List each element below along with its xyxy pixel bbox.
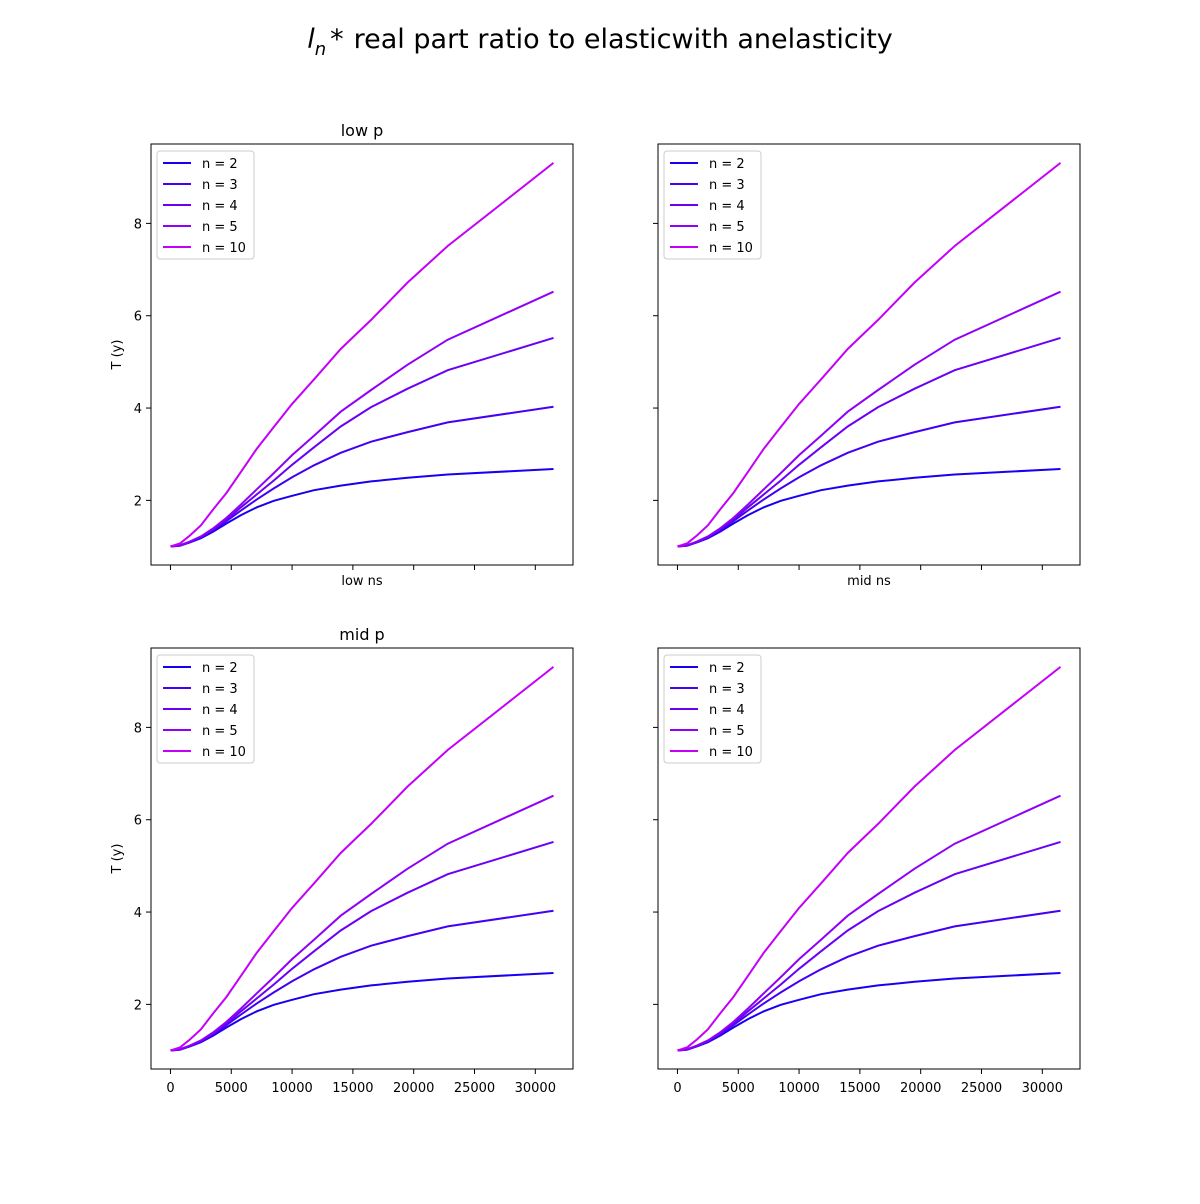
subplot-3: 0 5000 10000 15000 20000 25000 30000 2 4 6 8 mid p T… — [110, 625, 574, 1096]
legend-entry: n = 3 — [202, 178, 238, 193]
y-tick-label: 6 — [134, 310, 142, 325]
legend-entry: n = 5 — [202, 220, 238, 235]
legend-entry: n = 4 — [709, 703, 745, 718]
x-tick-label: 30000 — [1022, 1081, 1063, 1096]
subplot-title: low p — [341, 121, 384, 140]
x-tick-label: 20000 — [900, 1081, 941, 1096]
legend-entry: n = 10 — [202, 241, 246, 256]
y-tick-label: 4 — [134, 402, 142, 417]
legend-entry: n = 2 — [202, 661, 238, 676]
x-axis-label: low ns — [341, 574, 383, 589]
legend-entry: n = 4 — [202, 199, 238, 214]
legend-box — [156, 150, 255, 260]
y-tick-label: 6 — [134, 814, 142, 829]
x-axis-label: mid ns — [847, 574, 891, 589]
legend-entry: n = 2 — [709, 661, 745, 676]
subplot-grid: 2 4 6 8 low p low ns T (y) n = 2 n = 3 n = 4 n = 5… — [110, 121, 1081, 1096]
legend: n = 2 n = 3 n = 4 n = 5 n = 10 — [156, 654, 255, 764]
series-line-n5 — [170, 794, 554, 1052]
subplot-title: mid p — [339, 625, 384, 644]
x-tick-label: 20000 — [393, 1081, 434, 1096]
x-tick-label: 10000 — [778, 1081, 819, 1096]
x-tick-label: 15000 — [839, 1081, 880, 1096]
y-tick-label: 2 — [134, 998, 142, 1013]
x-tick-label: 30000 — [515, 1081, 556, 1096]
x-tick-label: 25000 — [454, 1081, 495, 1096]
x-tick-label: 0 — [673, 1081, 681, 1096]
x-tick-label: 25000 — [961, 1081, 1002, 1096]
x-tick-label: 5000 — [215, 1081, 248, 1096]
legend: n = 2 n = 3 n = 4 n = 5 n = 10 — [156, 150, 255, 260]
series-line-n5 — [677, 290, 1061, 548]
figure-title: ln * real part ratio to elasticwith anelas… — [307, 24, 893, 60]
plot-frame — [657, 647, 1081, 1070]
x-tick-label: 10000 — [271, 1081, 312, 1096]
subplot-4: 0 5000 10000 15000 20000 25000 30000 n = 2 n = 3… — [653, 647, 1081, 1096]
series-line-n10 — [170, 162, 555, 548]
legend-entry: n = 3 — [202, 682, 238, 697]
y-tick-label: 4 — [134, 906, 142, 921]
x-tick-label: 0 — [166, 1081, 174, 1096]
legend-entry: n = 10 — [202, 745, 246, 760]
legend-box — [663, 150, 762, 260]
legend-box — [663, 654, 762, 764]
legend-entry: n = 4 — [709, 199, 745, 214]
legend-entry: n = 5 — [202, 724, 238, 739]
series-line-n5 — [677, 794, 1061, 1052]
legend-entry: n = 5 — [709, 724, 745, 739]
y-axis-label: T (y) — [110, 340, 125, 371]
y-tick-label: 8 — [134, 721, 142, 736]
legend: n = 2 n = 3 n = 4 n = 5 n = 10 — [663, 150, 762, 260]
legend-entry: n = 10 — [709, 745, 753, 760]
series-line-n10 — [677, 666, 1062, 1052]
legend-entry: n = 3 — [709, 682, 745, 697]
series-line-n10 — [677, 162, 1062, 548]
plot-frame — [150, 143, 574, 566]
plot-frame — [657, 143, 1081, 566]
legend-entry: n = 3 — [709, 178, 745, 193]
series-line-n5 — [170, 290, 554, 548]
legend-entry: n = 5 — [709, 220, 745, 235]
plot-frame — [150, 647, 574, 1070]
x-tick-label: 15000 — [332, 1081, 373, 1096]
x-tick-label: 5000 — [722, 1081, 755, 1096]
legend-box — [156, 654, 255, 764]
subplot-2: mid ns n = 2 n = 3 n = 4 n = 5 n = 10 — [653, 143, 1081, 589]
legend-entry: n = 2 — [202, 157, 238, 172]
subplot-1: 2 4 6 8 low p low ns T (y) n = 2 n = 3 n = 4 n = 5… — [110, 121, 574, 589]
y-axis-label: T (y) — [110, 844, 125, 875]
y-tick-label: 2 — [134, 494, 142, 509]
series-line-n10 — [170, 666, 555, 1052]
legend-entry: n = 2 — [709, 157, 745, 172]
legend-entry: n = 10 — [709, 241, 753, 256]
legend-entry: n = 4 — [202, 703, 238, 718]
y-tick-label: 8 — [134, 217, 142, 232]
legend: n = 2 n = 3 n = 4 n = 5 n = 10 — [663, 654, 762, 764]
